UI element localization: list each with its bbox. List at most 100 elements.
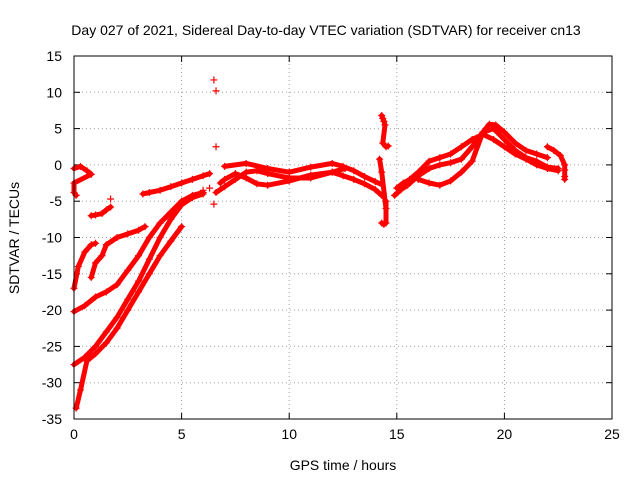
data-point xyxy=(212,87,220,95)
data-point xyxy=(457,155,465,163)
data-point xyxy=(436,154,444,162)
data-point xyxy=(156,234,164,241)
data-point xyxy=(206,184,214,192)
data-point xyxy=(406,175,414,183)
data-point xyxy=(468,135,476,143)
data-point xyxy=(561,175,569,183)
data-point xyxy=(242,168,250,176)
data-point xyxy=(522,146,530,154)
series-arc-8 xyxy=(87,203,115,220)
data-point xyxy=(87,241,95,249)
y-tick-label: 10 xyxy=(46,84,62,100)
data-point xyxy=(533,161,541,169)
y-tick-label: -15 xyxy=(42,266,62,282)
data-point xyxy=(145,270,153,278)
data-point xyxy=(328,168,336,176)
data-point xyxy=(561,166,569,174)
y-tick-label: -35 xyxy=(42,411,62,427)
data-point xyxy=(206,170,214,178)
data-point xyxy=(124,306,132,314)
data-point xyxy=(178,179,186,187)
data-point xyxy=(436,181,444,189)
data-point xyxy=(76,386,84,394)
x-tick-label: 15 xyxy=(389,426,405,442)
data-point xyxy=(468,143,476,151)
data-point xyxy=(522,155,530,163)
data-point xyxy=(92,293,100,301)
y-tick-label: -5 xyxy=(50,193,63,209)
data-point xyxy=(384,142,392,150)
data-point xyxy=(457,168,465,176)
data-point xyxy=(492,121,500,129)
series-arc-15 xyxy=(378,112,392,151)
data-point xyxy=(156,252,164,260)
data-point xyxy=(447,159,455,167)
plot-frame xyxy=(73,55,613,420)
data-point xyxy=(339,172,347,180)
data-point xyxy=(393,184,401,192)
data-point xyxy=(83,167,91,175)
x-axis-label: GPS time / hours xyxy=(290,457,397,473)
data-point xyxy=(285,174,293,182)
data-point xyxy=(87,212,95,220)
chart-title: Day 027 of 2021, Sidereal Day-to-day VTE… xyxy=(71,22,581,38)
data-point xyxy=(307,174,315,182)
data-point xyxy=(135,277,143,285)
data-point xyxy=(102,288,110,296)
series-arc-3 xyxy=(72,223,186,412)
series-outliers xyxy=(107,76,220,208)
data-point xyxy=(382,204,390,212)
data-point xyxy=(341,165,349,173)
data-point xyxy=(380,117,388,125)
series-arc-16 xyxy=(376,155,390,228)
data-point xyxy=(511,150,519,158)
data-points xyxy=(70,76,569,412)
data-point xyxy=(447,177,455,185)
data-point xyxy=(81,248,89,256)
data-point xyxy=(425,179,433,187)
x-tick-label: 5 xyxy=(178,426,186,442)
data-point xyxy=(216,179,224,187)
series-arc-6 xyxy=(139,170,214,198)
data-point xyxy=(107,203,115,211)
data-point xyxy=(156,219,164,227)
data-point xyxy=(543,165,551,173)
data-point xyxy=(533,150,541,158)
data-point xyxy=(102,241,110,249)
data-point xyxy=(178,223,186,231)
data-point xyxy=(124,295,132,303)
data-point xyxy=(135,288,143,296)
data-point xyxy=(81,302,89,310)
data-point xyxy=(113,281,121,289)
data-point xyxy=(264,181,272,189)
data-point xyxy=(382,197,390,205)
series-band xyxy=(415,121,550,188)
x-tick-label: 10 xyxy=(281,426,297,442)
data-point xyxy=(83,357,91,365)
data-point xyxy=(141,223,149,231)
data-point xyxy=(167,183,175,191)
data-point xyxy=(188,194,196,202)
data-point xyxy=(92,259,100,267)
data-point xyxy=(457,143,465,151)
data-point xyxy=(107,195,115,203)
data-point xyxy=(167,215,175,223)
data-point xyxy=(139,190,147,198)
series-arc-13 xyxy=(393,130,562,192)
data-point xyxy=(76,162,84,170)
data-point xyxy=(167,237,175,245)
data-point xyxy=(253,167,261,175)
data-point xyxy=(102,339,110,347)
data-point xyxy=(436,161,444,169)
x-tick-label: 0 xyxy=(70,426,78,442)
data-point xyxy=(124,266,132,274)
axis-ticks: 0 5 10 15 20 25 -35 -30 -25 -20 -15 -10 -5 0 5 10 15 xyxy=(42,48,620,442)
y-tick-label: 5 xyxy=(54,121,62,137)
data-point xyxy=(221,183,229,191)
data-point xyxy=(113,234,121,241)
data-point xyxy=(102,206,110,214)
data-point xyxy=(145,234,153,241)
data-point xyxy=(98,210,106,218)
series-band xyxy=(140,171,213,197)
x-tick-label: 20 xyxy=(497,426,513,442)
